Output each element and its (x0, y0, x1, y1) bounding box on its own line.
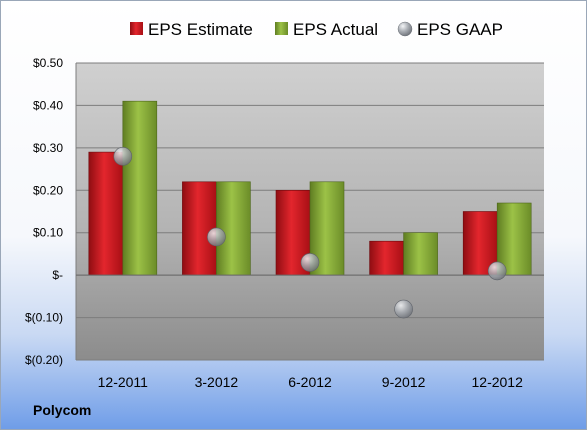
marker-eps-gaap (113, 147, 133, 166)
y-tick-label: $0.20 (33, 183, 63, 197)
bar-eps-actual (122, 100, 158, 276)
x-tick-label: 9-2012 (382, 374, 426, 390)
marker-eps-gaap (487, 261, 507, 281)
legend-label-eps-actual: EPS Actual (293, 20, 378, 39)
legend-swatch-eps-gaap (397, 21, 413, 37)
y-tick-label: $- (52, 268, 63, 282)
y-tick-label: $0.30 (33, 141, 63, 155)
marker-eps-gaap (394, 299, 413, 319)
x-tick-label: 12-2012 (472, 374, 524, 390)
legend-label-eps-estimate: EPS Estimate (148, 20, 253, 39)
y-tick-label: $0.40 (33, 98, 63, 112)
marker-eps-gaap (207, 227, 226, 247)
legend-swatch-eps-actual (275, 22, 288, 35)
bar-eps-estimate (369, 240, 404, 276)
bar-eps-estimate (182, 181, 217, 276)
company-name: Polycom (33, 402, 92, 418)
bar-eps-actual (403, 232, 438, 276)
legend-label-eps-gaap: EPS GAAP (417, 20, 503, 39)
bar-eps-actual (496, 202, 532, 276)
x-tick-label: 6-2012 (288, 374, 332, 390)
x-tick-label: 3-2012 (195, 374, 239, 390)
x-tick-label: 12-2011 (98, 374, 149, 390)
bar-eps-actual (216, 181, 251, 276)
y-tick-label: $0.50 (33, 56, 63, 70)
bar-eps-estimate (88, 151, 124, 276)
y-tick-label: $(0.20) (25, 353, 63, 367)
y-tick-label: $(0.10) (25, 311, 63, 325)
y-tick-label: $0.10 (33, 226, 63, 240)
legend: EPS Estimate EPS Actual EPS GAAP (130, 20, 503, 39)
bar-eps-actual (309, 181, 345, 276)
legend-swatch-eps-estimate (130, 22, 143, 35)
marker-eps-gaap (300, 253, 320, 272)
